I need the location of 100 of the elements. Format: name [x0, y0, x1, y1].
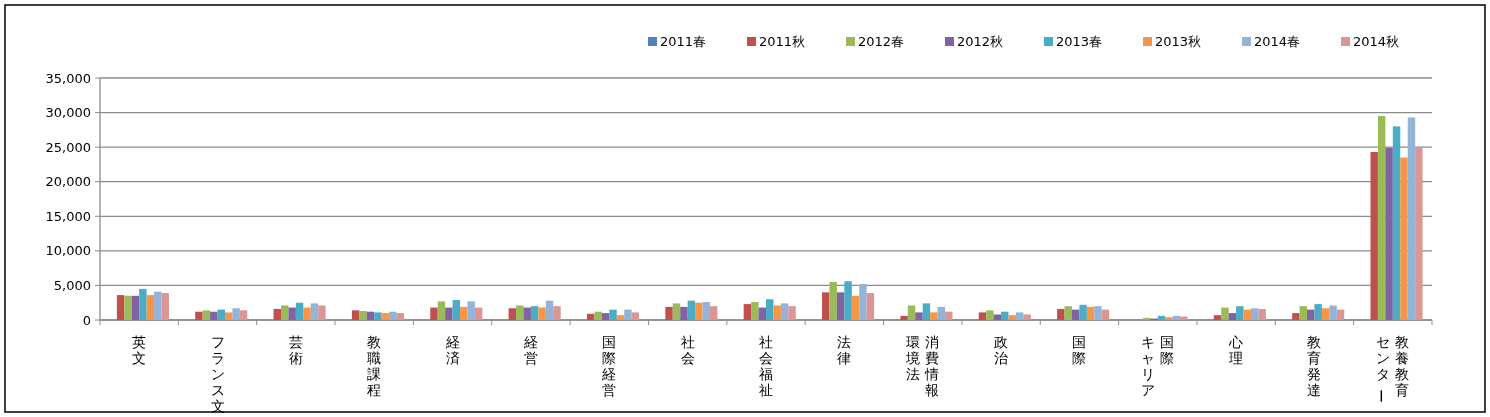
bar: [281, 305, 289, 320]
bar: [1157, 315, 1166, 320]
x-tick-label: 経営: [522, 334, 538, 366]
bar: [154, 291, 162, 320]
bar: [1314, 304, 1322, 320]
bar: [1071, 309, 1080, 320]
bar: [161, 293, 169, 320]
bar: [1094, 306, 1102, 320]
bar: [993, 314, 1002, 320]
bar: [202, 310, 211, 320]
bar: [1236, 306, 1244, 320]
bar: [1213, 315, 1222, 320]
bar: [124, 295, 132, 320]
bar: [1258, 308, 1266, 320]
x-tick-label: 国際: [1072, 334, 1087, 366]
legend-label: 2014春: [1254, 34, 1301, 49]
bar: [530, 306, 539, 320]
x-tick-label: 社会福祉: [759, 334, 773, 398]
bar: [389, 311, 397, 320]
bar: [822, 292, 830, 320]
bar: [922, 303, 931, 320]
bar: [743, 304, 752, 320]
category-label: 教養教育センター: [1373, 334, 1410, 403]
bar: [1228, 313, 1237, 320]
x-tick-label: フランス文: [210, 334, 225, 414]
bar: [538, 307, 546, 320]
x-tick-label: 教職課程: [367, 334, 382, 398]
bar: [1292, 313, 1300, 320]
category-label: 消費情報環境法: [906, 334, 940, 398]
bar: [695, 302, 703, 320]
bar: [1064, 306, 1072, 320]
bar: [1336, 309, 1345, 320]
bar: [709, 306, 718, 320]
y-tick-label: 5,000: [53, 277, 91, 293]
bar: [665, 306, 673, 320]
bar: [217, 309, 225, 320]
bar: [1251, 308, 1259, 320]
bar: [430, 307, 438, 320]
x-tick-label: 経済: [444, 334, 460, 366]
bar: [310, 303, 319, 320]
bar: [680, 306, 688, 320]
y-tick-label: 35,000: [45, 70, 91, 86]
bar: [1392, 126, 1401, 320]
bar: [1385, 147, 1393, 320]
y-tick-label: 0: [82, 312, 91, 328]
bar: [224, 312, 233, 320]
bar: [829, 281, 837, 320]
bar: [1321, 308, 1330, 320]
bar: [318, 305, 326, 320]
bar: [616, 315, 625, 320]
y-tick-label: 10,000: [45, 243, 91, 259]
bar: [381, 313, 390, 320]
bar: [1377, 116, 1386, 320]
bar: [239, 310, 248, 320]
y-tick-label: 25,000: [45, 139, 91, 155]
bar: [1370, 151, 1378, 320]
bar: [452, 299, 461, 320]
legend-label: 2014秋: [1353, 34, 1400, 49]
bar: [866, 293, 875, 320]
legend-label: 2011秋: [759, 34, 806, 49]
bar: [687, 300, 696, 320]
bar: [232, 308, 240, 320]
bar: [601, 313, 610, 320]
bar: [1299, 306, 1308, 320]
legend-label: 2012秋: [957, 34, 1004, 49]
y-tick-label: 20,000: [45, 174, 91, 190]
bar: [844, 281, 852, 320]
bar: [1307, 309, 1315, 320]
bar: [1329, 305, 1337, 320]
legend-label: 2013春: [1056, 34, 1103, 49]
x-tick-label: 社会: [680, 334, 695, 366]
bar: [1172, 315, 1181, 320]
bar: [1079, 304, 1087, 320]
y-tick-label: 30,000: [45, 105, 91, 121]
bar: [467, 301, 475, 320]
bar: [1015, 312, 1024, 320]
bar: [586, 313, 595, 320]
bar: [907, 305, 916, 320]
x-tick-label: 教育発達: [1307, 334, 1322, 398]
bar: [210, 311, 218, 320]
bar: [624, 309, 632, 320]
bar: [437, 301, 446, 320]
legend-label: 2012春: [858, 34, 905, 49]
legend-label: 2013秋: [1155, 34, 1202, 49]
bar: [836, 292, 845, 320]
bar: [1180, 316, 1188, 320]
bar: [1101, 309, 1110, 320]
bar: [545, 300, 554, 320]
bar: [672, 303, 681, 320]
bar: [773, 305, 781, 320]
bar: [1086, 306, 1095, 320]
bar: [1023, 314, 1031, 320]
bar: [851, 295, 860, 320]
bar: [146, 295, 155, 320]
x-tick-label: 政治: [994, 334, 1009, 366]
bar: [1400, 157, 1408, 320]
bar: [366, 311, 375, 320]
bar: [915, 312, 923, 320]
bar: [474, 307, 483, 320]
bar: [780, 303, 789, 320]
